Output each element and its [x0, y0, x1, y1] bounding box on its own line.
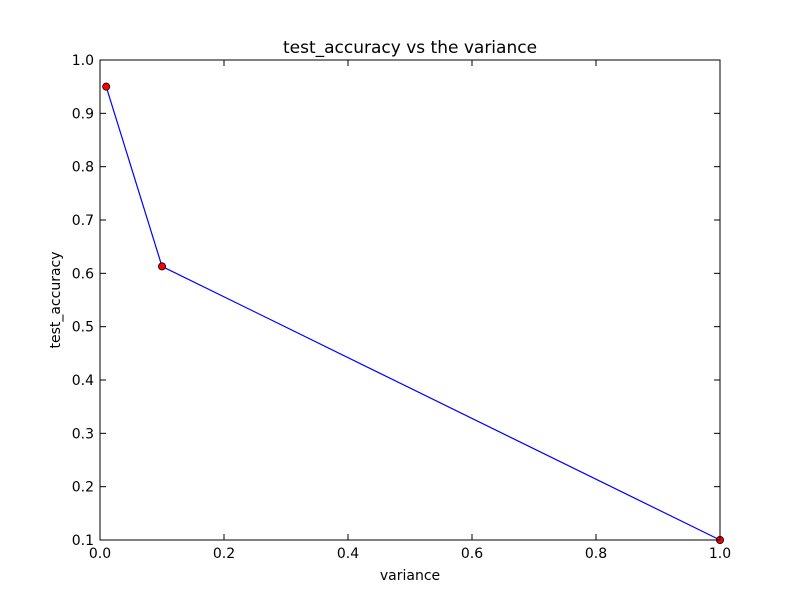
- data-point: [102, 82, 111, 91]
- y-tick-label: 0.8: [72, 160, 94, 176]
- y-tick-label: 0.4: [72, 373, 94, 389]
- chart-title: test_accuracy vs the variance: [283, 38, 537, 58]
- plot-frame: [99, 59, 721, 541]
- y-tick-label: 1.0: [72, 53, 94, 69]
- series-layer: [102, 82, 725, 545]
- x-tick-label: 1.0: [709, 546, 731, 562]
- x-tick-label: 0.6: [461, 546, 483, 562]
- ticks: 0.0 0.2 0.4 0.6 0.8 1.0 0.1 0.2 0.3 0.4 0.5 0.6 0.7 0…: [72, 53, 731, 562]
- y-tick-label: 0.2: [72, 480, 94, 496]
- x-tick-label: 0.0: [89, 546, 111, 562]
- y-tick-label: 0.6: [72, 266, 94, 282]
- y-tick-label: 0.9: [72, 106, 94, 122]
- y-axis-label: test_accuracy: [48, 251, 64, 348]
- x-tick-label: 0.8: [585, 546, 607, 562]
- y-tick-label: 0.7: [72, 213, 94, 229]
- series-line: [105, 86, 721, 541]
- data-point: [157, 262, 166, 271]
- y-tick-label: 0.3: [72, 426, 94, 442]
- x-tick-label: 0.2: [213, 546, 235, 562]
- y-tick-label: 0.5: [72, 320, 94, 336]
- y-tick-label: 0.1: [72, 533, 94, 549]
- x-axis-label: variance: [380, 568, 440, 584]
- x-tick-label: 0.4: [337, 546, 359, 562]
